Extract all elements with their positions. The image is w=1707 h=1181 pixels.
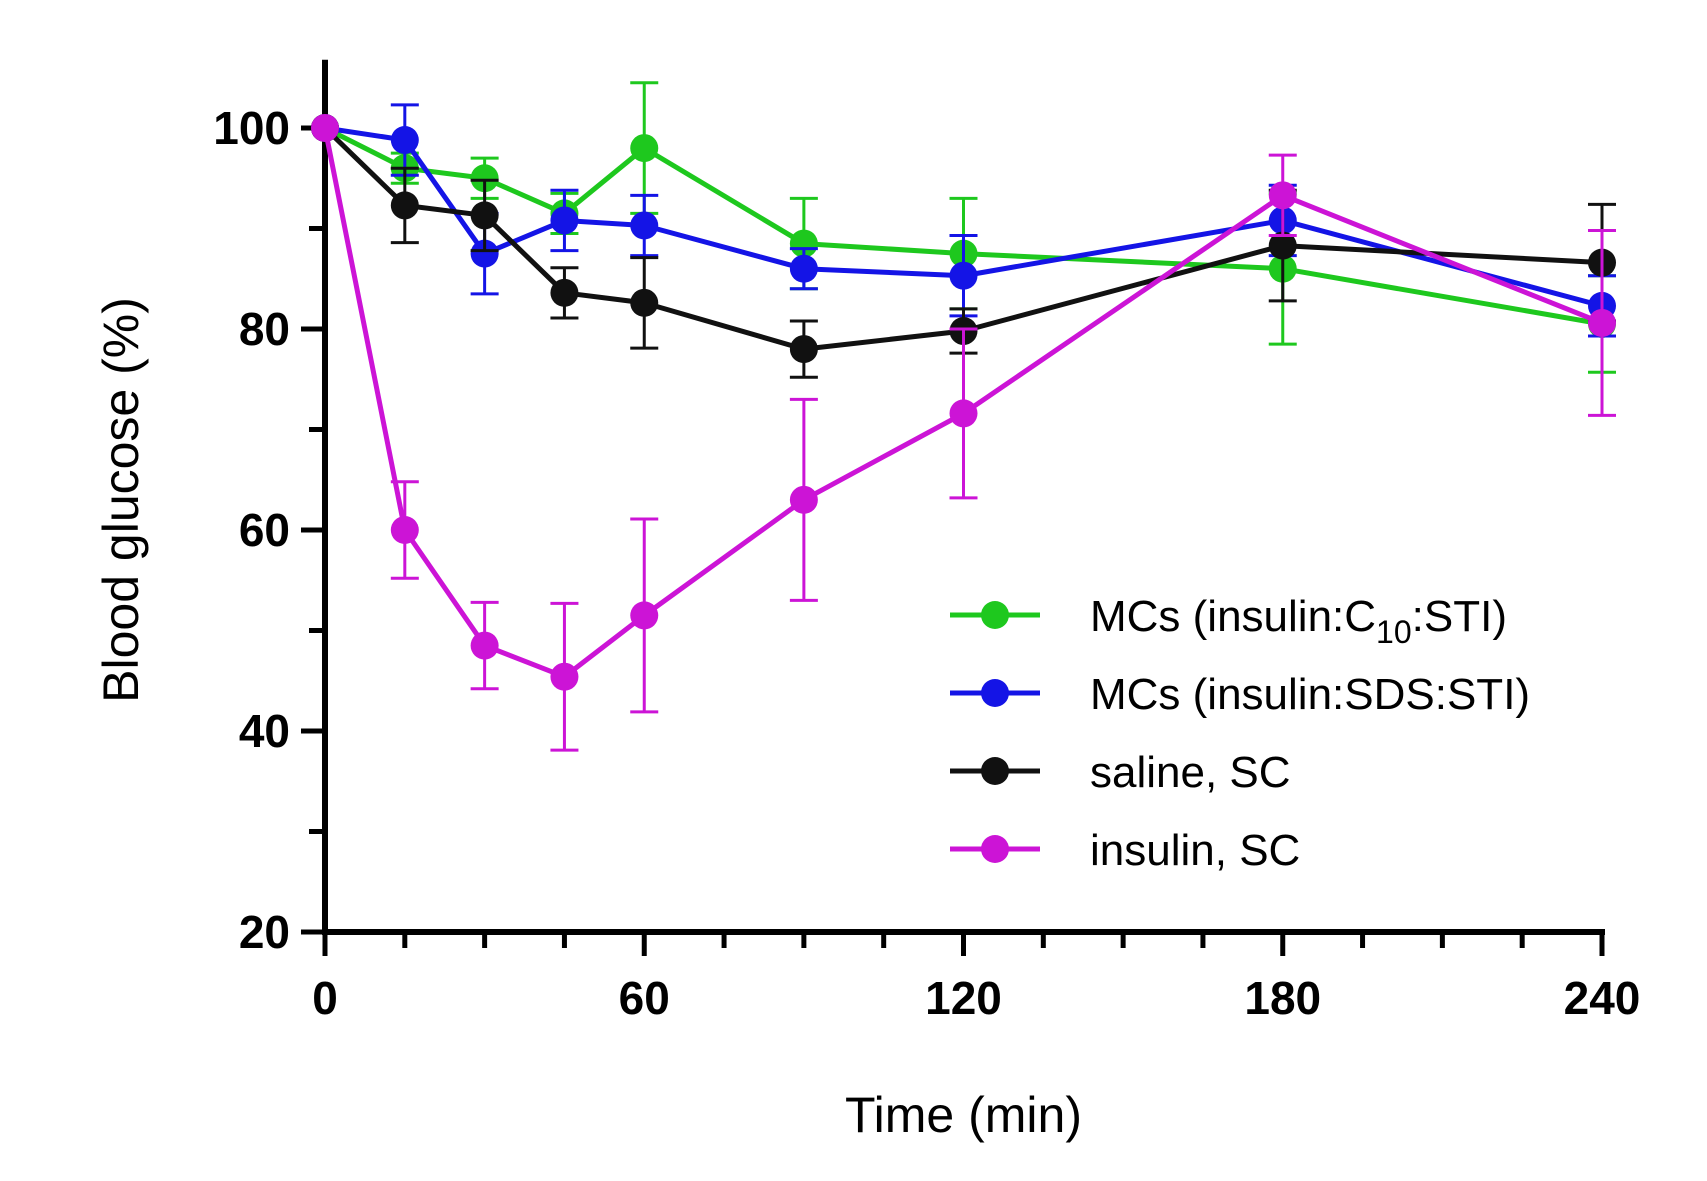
data-point: [390, 516, 419, 544]
legend-label-main: saline, SC: [1090, 748, 1291, 797]
y-axis-title: Blood glucose (%): [93, 297, 149, 703]
legend-label-main: insulin, SC: [1090, 826, 1300, 875]
data-point: [1268, 181, 1297, 210]
axes: 20 40 60 80 100 0 60 120 180 240: [213, 59, 1641, 1024]
data-point: [1268, 231, 1297, 260]
y-tick-label: 20: [239, 906, 290, 958]
data-point: [630, 211, 659, 240]
legend-item-c10-sti: MCs (insulin:C10:STI): [950, 592, 1507, 650]
data-point: [949, 399, 978, 428]
legend-label: MCs (insulin:C10:STI): [1090, 592, 1507, 650]
series-saline-sc: [311, 114, 1616, 379]
y-tick-label: 40: [239, 705, 290, 757]
data-point: [550, 662, 579, 691]
data-point: [470, 631, 499, 660]
data-point: [470, 239, 499, 268]
x-tick-label: 0: [312, 972, 338, 1024]
legend-label: saline, SC: [1090, 748, 1291, 797]
data-point: [789, 335, 818, 364]
x-tick-label: 180: [1244, 972, 1321, 1024]
data-point: [949, 261, 978, 290]
legend-label: MCs (insulin:SDS:STI): [1090, 670, 1530, 719]
series-sds-sti: [311, 103, 1616, 338]
legend-item-sds-sti: MCs (insulin:SDS:STI): [950, 670, 1530, 719]
legend-item-insulin-sc: insulin, SC: [950, 826, 1300, 875]
series-layer: [311, 81, 1616, 752]
legend-label-main: MCs (insulin:C: [1090, 592, 1376, 641]
x-tick-label: 240: [1564, 972, 1641, 1024]
data-point: [390, 126, 419, 155]
legend: MCs (insulin:C10:STI) MCs (insulin:SDS:ST…: [950, 592, 1530, 875]
legend-label-subscript: 10: [1376, 614, 1412, 650]
data-point: [390, 191, 419, 220]
legend-swatch-marker: [981, 835, 1009, 863]
data-point: [550, 278, 579, 307]
y-tick-label: 60: [239, 504, 290, 556]
legend-label: insulin, SC: [1090, 826, 1300, 875]
x-axis-title: Time (min): [845, 1087, 1082, 1143]
data-point: [789, 485, 818, 514]
legend-swatch-marker: [981, 757, 1009, 785]
legend-item-saline-sc: saline, SC: [950, 748, 1291, 797]
data-point: [630, 288, 659, 317]
x-tick-label: 60: [619, 972, 670, 1024]
series-insulin-sc: [311, 114, 1616, 752]
data-point: [1588, 308, 1616, 337]
data-point: [470, 164, 499, 193]
data-point: [630, 134, 659, 163]
y-tick-label: 80: [239, 303, 290, 355]
y-tick-label: 100: [213, 102, 290, 154]
legend-swatch-marker: [981, 601, 1009, 629]
legend-swatch-marker: [981, 679, 1009, 707]
x-tick-label: 120: [925, 972, 1002, 1024]
data-point: [470, 201, 499, 230]
data-point: [789, 254, 818, 283]
legend-label-main: MCs (insulin:SDS:STI): [1090, 670, 1530, 719]
data-point: [311, 114, 339, 142]
data-point: [550, 206, 579, 235]
legend-label-tail: :STI): [1412, 592, 1507, 641]
data-point: [630, 601, 659, 630]
data-point: [789, 229, 818, 258]
